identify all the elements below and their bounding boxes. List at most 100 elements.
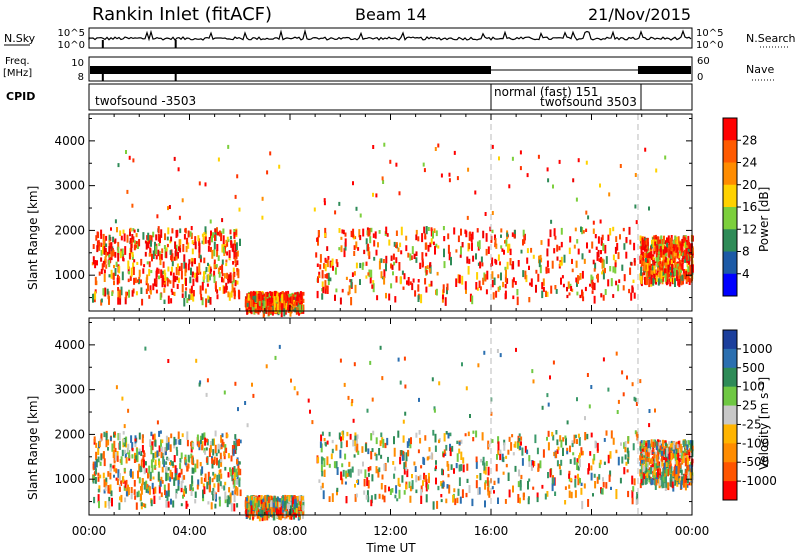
scatter-cell — [138, 432, 141, 440]
scatter-cell — [442, 226, 445, 231]
scatter-cell — [266, 170, 269, 175]
colorbar-swatch — [723, 443, 737, 463]
scatter-cell — [400, 250, 403, 255]
scatter-cell — [647, 469, 650, 474]
scatter-cell — [258, 505, 261, 509]
scatter-cell — [231, 281, 234, 287]
scatter-cell — [680, 469, 683, 475]
scatter-cell — [250, 291, 253, 300]
scatter-cell — [321, 281, 324, 287]
scatter-cell — [302, 304, 305, 311]
scatter-cell — [169, 461, 171, 466]
scatter-cell — [683, 242, 686, 247]
scatter-cell — [213, 438, 215, 446]
scatter-cell — [141, 434, 144, 444]
scatter-cell — [204, 236, 207, 244]
scatter-cell — [562, 283, 565, 288]
scatter-cell — [568, 477, 571, 482]
scatter-cell — [464, 281, 467, 290]
scatter-cell — [149, 289, 152, 295]
scatter-cell — [491, 486, 494, 490]
scatter-cell — [214, 281, 217, 289]
scatter-cell — [145, 241, 148, 250]
scatter-cell — [514, 465, 517, 472]
scatter-cell — [468, 485, 471, 493]
scatter-cell — [504, 283, 507, 289]
scatter-cell — [152, 488, 155, 495]
scatter-cell — [108, 242, 111, 249]
scatter-cell — [177, 482, 180, 491]
scatter-cell — [686, 465, 689, 471]
scatter-cell — [334, 294, 336, 301]
scatter-cell — [223, 273, 226, 279]
scatter-cell — [175, 267, 178, 276]
scatter-cell — [382, 438, 385, 448]
scatter-cell — [225, 285, 228, 290]
scatter-cell — [152, 453, 155, 460]
scatter-cell — [201, 281, 204, 291]
y-tick-label: 3000 — [54, 383, 85, 397]
scatter-cell — [396, 498, 399, 502]
x-tick-label: 00:00 — [675, 524, 710, 538]
scatter-cell — [345, 496, 348, 504]
scatter-cell — [167, 279, 170, 283]
scatter-cell — [635, 402, 638, 406]
scatter-cell — [302, 496, 304, 506]
scatter-cell — [663, 254, 666, 260]
scatter-cell — [350, 279, 353, 288]
scatter-cell — [658, 271, 661, 278]
scatter-cell — [266, 506, 268, 511]
scatter-cell — [177, 277, 180, 283]
scatter-cell — [265, 364, 268, 369]
scatter-cell — [263, 300, 266, 310]
scatter-cell — [186, 465, 189, 472]
colorbar-tick-label: 8 — [742, 245, 750, 259]
scatter-cell — [422, 261, 424, 267]
scatter-cell — [234, 489, 237, 495]
scatter-cell — [360, 469, 363, 474]
scatter-cell — [127, 260, 130, 270]
scatter-cell — [99, 474, 102, 479]
scatter-cell — [189, 288, 192, 294]
scatter-cell — [681, 459, 684, 465]
scatter-cell — [553, 451, 556, 457]
scatter-cell — [354, 284, 357, 294]
scatter-cell — [263, 308, 265, 312]
scatter-cell — [180, 468, 183, 475]
scatter-cell — [178, 246, 180, 251]
scatter-cell — [236, 250, 239, 257]
scatter-cell — [481, 262, 484, 267]
scatter-cell — [576, 439, 578, 444]
scatter-cell — [665, 462, 668, 467]
scatter-cell — [393, 447, 396, 457]
scatter-cell — [191, 271, 194, 275]
scatter-cell — [164, 451, 167, 456]
scatter-cell — [625, 237, 628, 243]
scatter-cell — [336, 262, 339, 268]
scatter-cell — [669, 278, 672, 287]
scatter-cell — [175, 446, 178, 451]
scatter-cell — [661, 239, 664, 245]
scatter-cell — [625, 461, 628, 466]
scatter-cell — [469, 414, 471, 418]
scatter-cell — [460, 228, 462, 236]
scatter-cell — [236, 280, 239, 285]
scatter-cell — [475, 456, 478, 463]
scatter-cell — [441, 468, 444, 476]
scatter-cell — [668, 452, 671, 460]
scatter-cell — [537, 154, 540, 159]
scatter-cell — [566, 447, 569, 451]
colorbar-swatch — [723, 462, 737, 482]
scatter-cell — [207, 240, 210, 244]
scatter-cell — [128, 155, 131, 160]
scatter-cell — [246, 302, 249, 307]
scatter-cell — [680, 452, 683, 459]
scatter-cell — [117, 163, 120, 168]
scatter-cell — [163, 277, 165, 283]
scatter-cell — [542, 278, 545, 286]
scatter-cell — [171, 261, 174, 267]
scatter-cell — [213, 249, 216, 257]
scatter-cell — [573, 434, 576, 444]
scatter-cell — [120, 480, 123, 486]
scatter-cell — [289, 502, 292, 508]
